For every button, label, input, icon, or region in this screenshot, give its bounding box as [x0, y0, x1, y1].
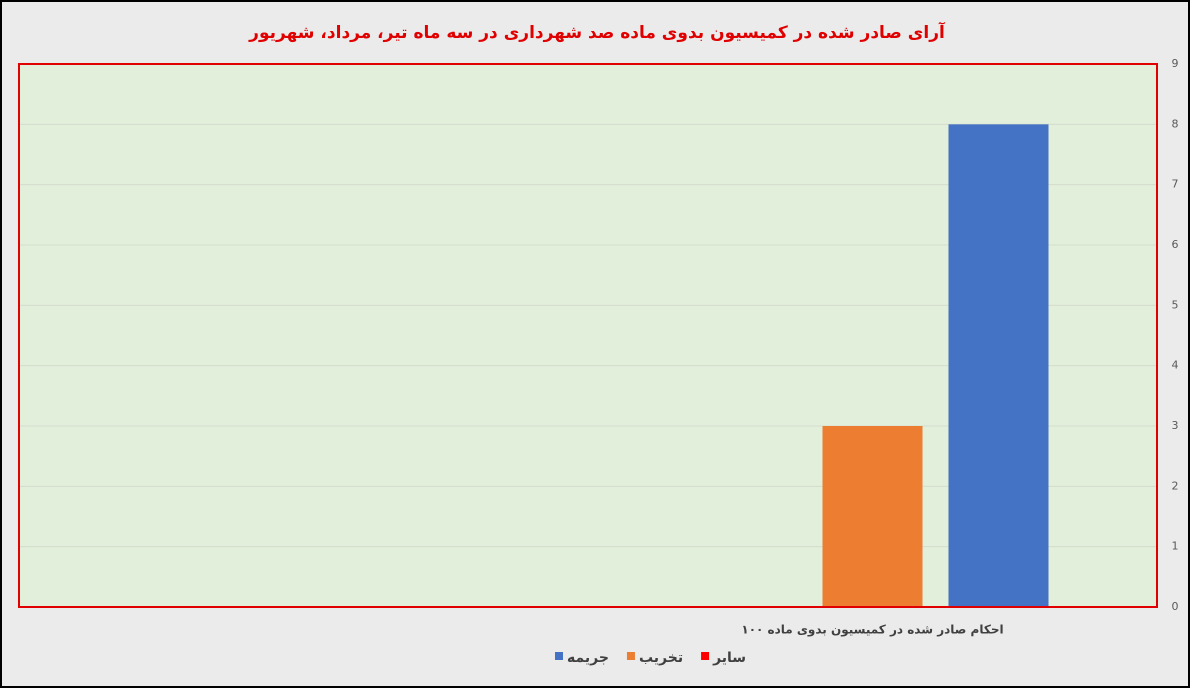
y-tick-label: 7 — [1172, 178, 1179, 191]
legend-swatch — [555, 652, 563, 660]
y-tick-label: 1 — [1172, 540, 1179, 553]
plot-border — [18, 63, 1158, 608]
y-tick-label: 3 — [1172, 419, 1179, 432]
y-tick-label: 8 — [1172, 117, 1179, 130]
bar — [822, 426, 923, 607]
bar — [948, 124, 1049, 607]
x-tick-label: احکام صادر شده در کمیسیون بدوی ماده ۱۰۰ — [741, 623, 1003, 638]
y-tick-label: 2 — [1172, 479, 1179, 492]
y-tick-label: 4 — [1172, 359, 1179, 372]
y-tick-label: 0 — [1172, 600, 1179, 613]
legend-label: جریمه — [567, 650, 609, 666]
bars — [822, 124, 1049, 607]
y-tick-label: 5 — [1172, 298, 1179, 311]
legend-label: سایر — [712, 650, 746, 666]
legend-label: تخریب — [639, 650, 683, 666]
y-tick-label: 6 — [1172, 238, 1179, 251]
legend-swatch — [626, 652, 635, 660]
legend-swatch — [701, 652, 710, 660]
chart-title: آرای صادر شده در کمیسیون بدوی ماده صد شه… — [248, 21, 946, 43]
y-tick-label: 9 — [1172, 57, 1179, 70]
